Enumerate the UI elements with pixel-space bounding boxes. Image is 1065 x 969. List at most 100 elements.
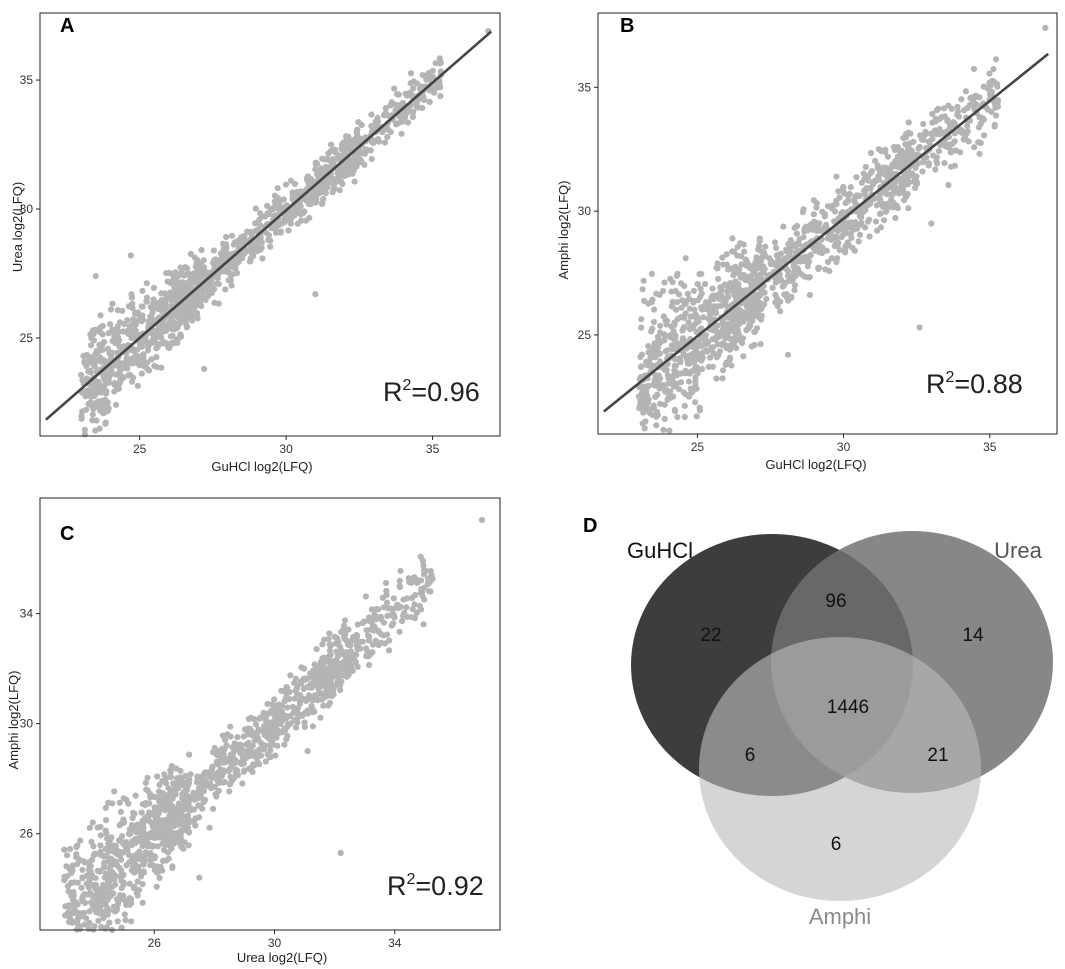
scatter-point	[200, 782, 207, 789]
scatter-point	[266, 754, 273, 761]
scatter-point	[664, 372, 671, 379]
scatter-point	[226, 758, 234, 765]
scatter-point	[350, 155, 357, 162]
scatter-point	[806, 274, 813, 281]
scatter-point	[411, 574, 418, 581]
scatter-point	[103, 835, 111, 842]
panel-a-axes: 25 30 35 25 30 35	[20, 12, 501, 456]
scatter-point	[267, 237, 274, 244]
scatter-point	[178, 809, 185, 816]
scatter-point	[129, 320, 136, 327]
scatter-point	[363, 146, 371, 153]
scatter-point	[325, 636, 332, 643]
scatter-point	[828, 255, 836, 262]
scatter-point	[638, 363, 645, 370]
scatter-point	[274, 727, 281, 734]
scatter-point	[326, 630, 333, 637]
scatter-point	[66, 904, 73, 911]
venn-count-guhcl-only: 22	[700, 625, 721, 646]
scatter-point	[359, 619, 366, 627]
scatter-point	[405, 575, 412, 582]
scatter-point	[846, 190, 853, 197]
scatter-point	[325, 702, 332, 709]
scatter-point	[899, 178, 906, 185]
scatter-point	[929, 131, 936, 138]
scatter-point	[639, 286, 646, 293]
scatter-point	[670, 383, 678, 390]
scatter-point	[714, 260, 721, 267]
scatter-point	[174, 339, 181, 346]
scatter-point	[932, 118, 939, 125]
scatter-point	[258, 213, 265, 220]
scatter-point	[170, 816, 177, 823]
scatter-point	[129, 814, 136, 822]
scatter-point-outlier	[109, 800, 116, 807]
scatter-point	[702, 299, 710, 306]
scatter-point	[163, 270, 170, 277]
scatter-point	[77, 910, 84, 917]
scatter-point	[870, 196, 877, 203]
scatter-point	[167, 768, 174, 776]
scatter-point	[131, 852, 138, 859]
scatter-point	[95, 404, 102, 411]
scatter-point	[217, 756, 224, 763]
scatter-point	[663, 366, 670, 374]
scatter-point	[207, 774, 214, 781]
scatter-point	[839, 221, 846, 228]
scatter-point	[112, 872, 119, 879]
scatter-point	[426, 98, 433, 106]
scatter-point	[696, 271, 703, 278]
panel-d-letter: D	[583, 515, 597, 537]
scatter-point	[848, 234, 855, 241]
scatter-point	[842, 249, 849, 256]
scatter-point	[234, 734, 241, 741]
scatter-point	[158, 802, 165, 810]
scatter-point	[62, 912, 69, 919]
scatter-point	[672, 362, 680, 369]
scatter-point	[852, 199, 859, 206]
scatter-point	[799, 256, 807, 263]
y-tick-label: 25	[20, 331, 34, 345]
scatter-point	[723, 251, 730, 258]
scatter-point	[787, 277, 795, 284]
scatter-point	[126, 356, 133, 363]
scatter-point	[188, 296, 195, 303]
y-tick-label: 25	[578, 328, 592, 342]
scatter-point	[114, 918, 121, 925]
scatter-point	[660, 313, 667, 320]
scatter-point	[429, 575, 436, 583]
scatter-point	[989, 77, 996, 84]
scatter-point	[262, 715, 269, 722]
scatter-point	[667, 388, 674, 395]
scatter-point	[211, 260, 218, 267]
scatter-point	[125, 800, 132, 807]
scatter-point	[177, 835, 184, 842]
scatter-point	[757, 306, 765, 313]
scatter-point	[812, 226, 819, 233]
scatter-point	[914, 180, 921, 187]
scatter-point	[159, 857, 167, 865]
scatter-point	[787, 237, 794, 244]
scatter-point	[107, 845, 114, 852]
scatter-point	[121, 911, 128, 918]
scatter-point	[719, 320, 726, 327]
scatter-point	[87, 393, 95, 400]
scatter-point	[780, 223, 787, 230]
scatter-point	[954, 108, 962, 115]
scatter-point	[687, 326, 694, 333]
scatter-point	[115, 385, 122, 392]
scatter-point	[88, 342, 95, 349]
scatter-point	[890, 161, 897, 168]
scatter-point	[725, 328, 732, 336]
scatter-point	[191, 278, 198, 285]
scatter-point	[801, 273, 808, 280]
scatter-point	[281, 741, 288, 748]
scatter-point	[872, 218, 880, 225]
scatter-point	[218, 745, 226, 753]
scatter-point	[713, 310, 720, 317]
scatter-point	[898, 188, 906, 195]
scatter-point	[994, 83, 1001, 90]
scatter-point	[287, 713, 294, 720]
scatter-point	[238, 742, 245, 749]
